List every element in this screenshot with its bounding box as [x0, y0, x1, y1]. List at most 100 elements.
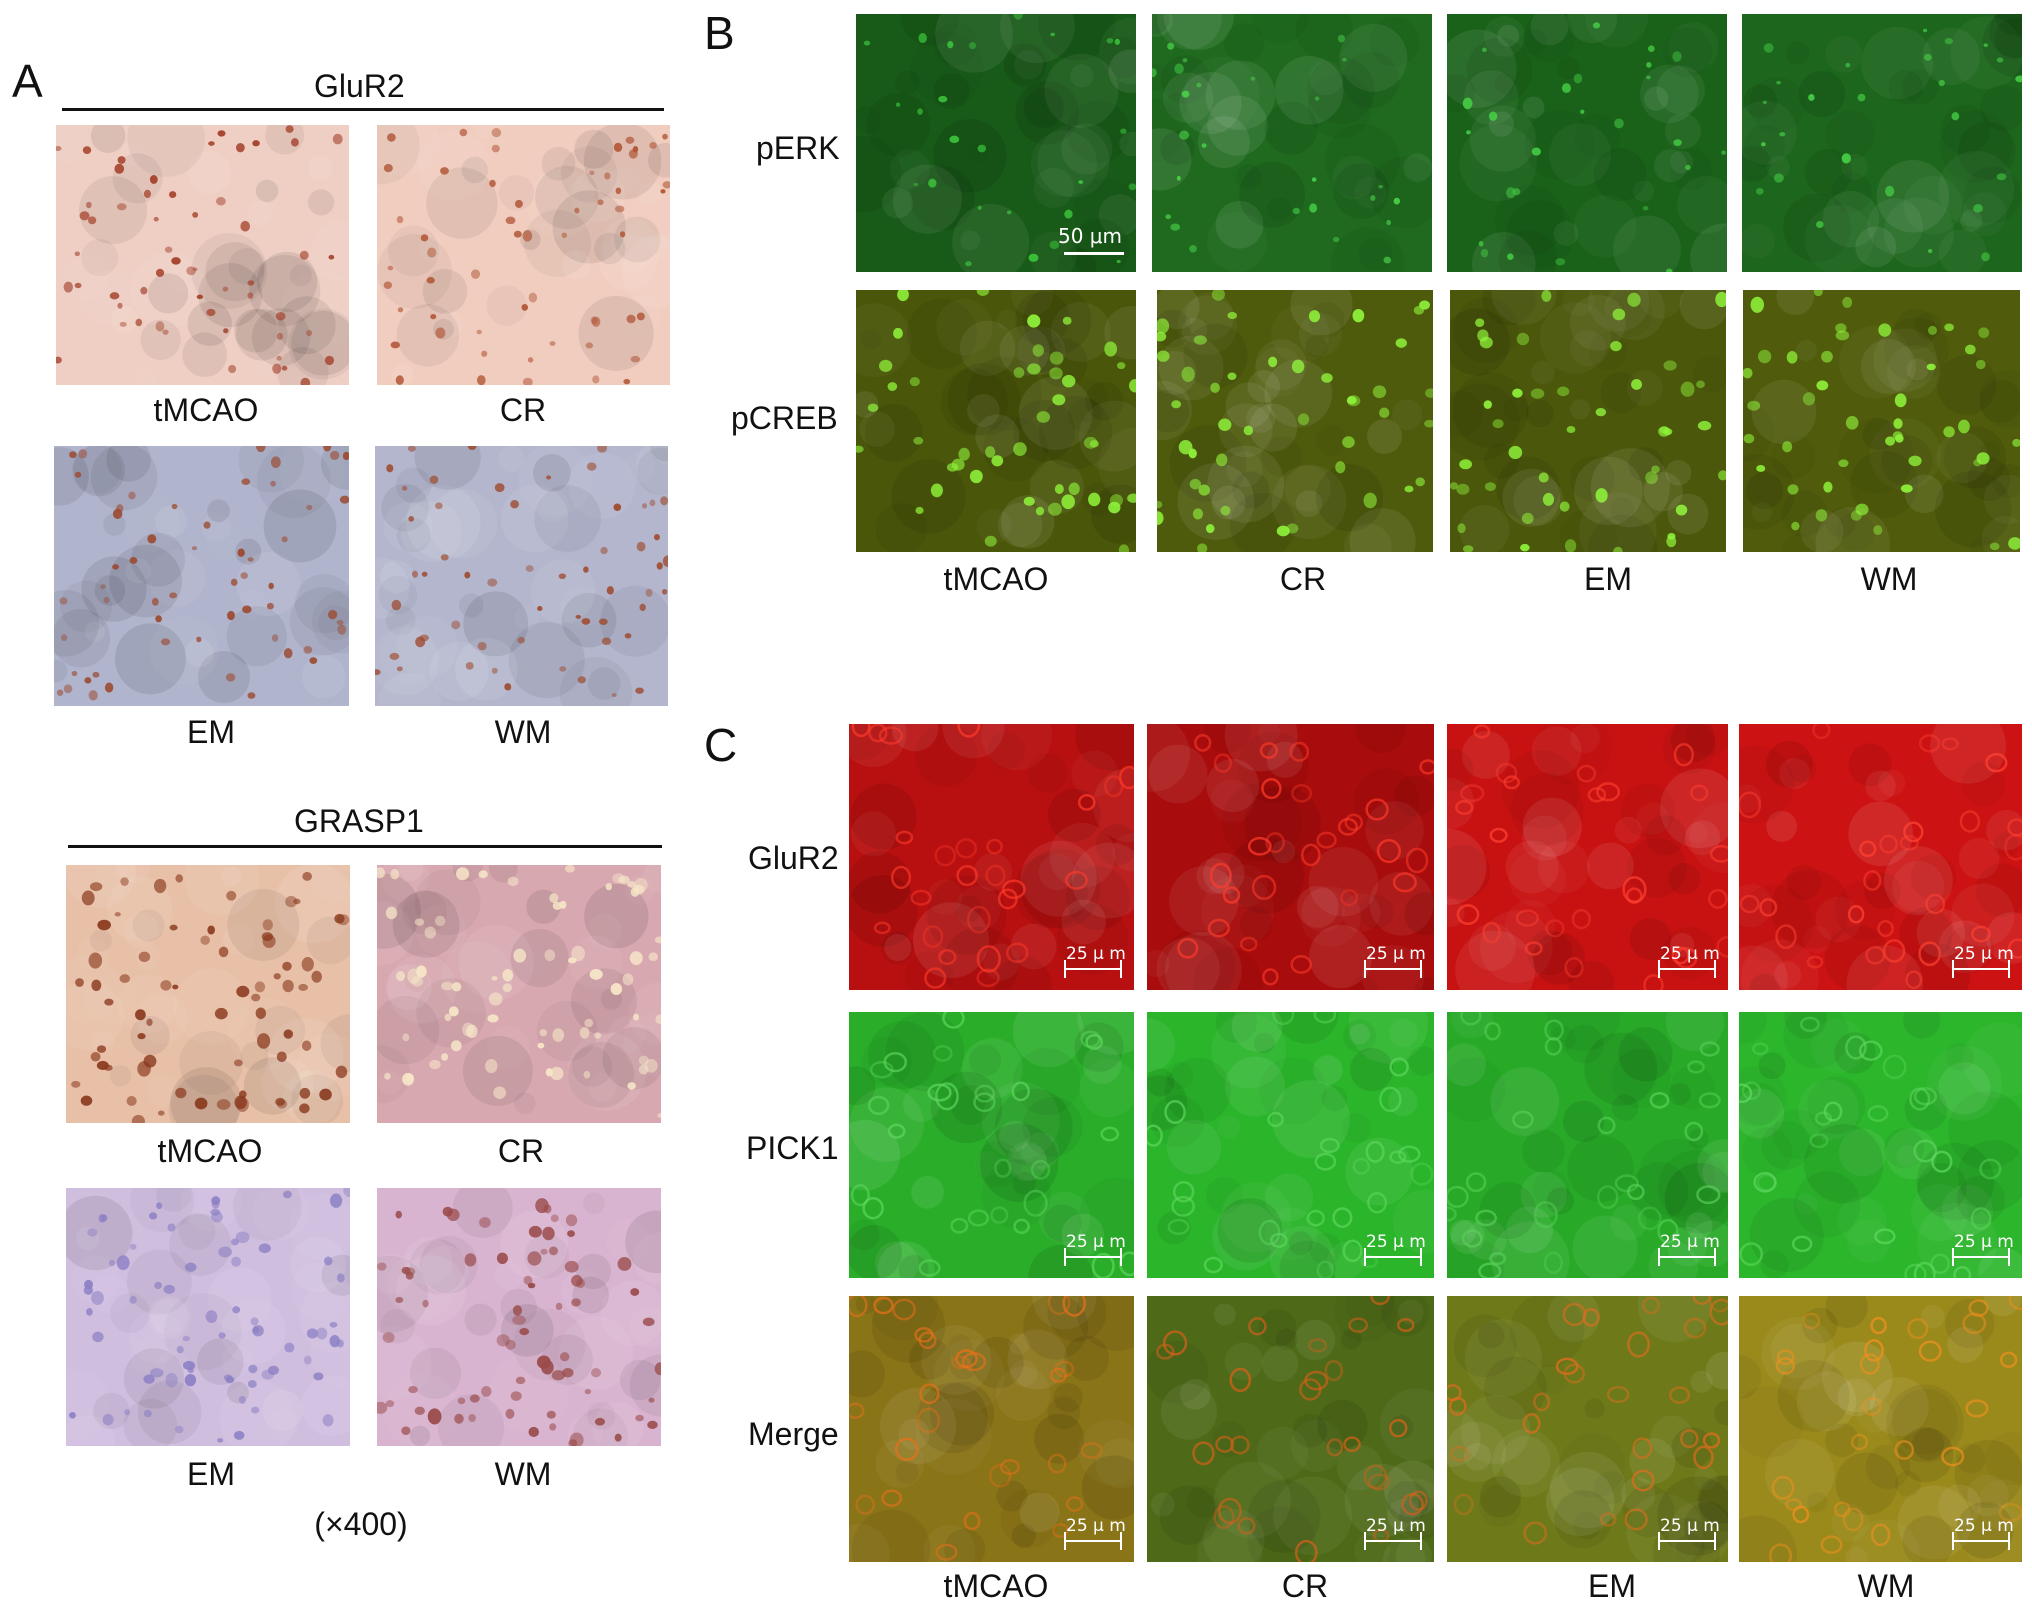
micrograph-texture [1742, 14, 2022, 272]
caption-c-tmcao: tMCAO [943, 1568, 1049, 1604]
ihc-glur2-wm [375, 446, 668, 706]
micrograph-texture [66, 865, 350, 1123]
micrograph-texture [1739, 1296, 2022, 1562]
scale-bar-line [1064, 1256, 1122, 1258]
scale-bar-tick [1364, 1248, 1366, 1266]
scale-bar-tick [1658, 1532, 1660, 1550]
if-pcreb-tmcao [856, 290, 1136, 552]
scale-bar-perk-label: 50 μm [1058, 224, 1123, 248]
scale-bar: 25 μ m [1950, 944, 2014, 980]
if-perk-em [1447, 14, 1727, 272]
micrograph-texture [54, 446, 349, 706]
scale-bar-label: 25 μ m [1954, 944, 2014, 964]
if-pcreb-em [1450, 290, 1726, 552]
caption-grasp1-tmcao: tMCAO [157, 1133, 263, 1169]
scale-bar: 25 μ m [1656, 1232, 1720, 1268]
scale-bar: 25 μ m [1062, 1232, 1126, 1268]
if-c-merge-cr: 25 μ m [1147, 1296, 1434, 1562]
ihc-glur2-cr [377, 125, 670, 385]
micrograph-texture [1739, 1012, 2022, 1278]
caption-grasp1-cr: CR [497, 1133, 545, 1169]
scale-bar-line [1658, 1256, 1716, 1258]
micrograph-texture [1157, 290, 1433, 552]
scale-bar-tick [1120, 1532, 1122, 1550]
scale-bar-perk-line [1064, 252, 1124, 255]
scale-bar-line [1952, 968, 2010, 970]
caption-b-wm: WM [1860, 561, 1918, 597]
scale-bar-line [1952, 1540, 2010, 1542]
scale-bar-tick [1064, 1532, 1066, 1550]
if-c-merge-tmcao: 25 μ m [849, 1296, 1134, 1562]
scale-bar-line [1064, 968, 1122, 970]
micrograph-texture [849, 1012, 1134, 1278]
if-c-pick1-em: 25 μ m [1447, 1012, 1728, 1278]
if-c-pick1-wm: 25 μ m [1739, 1012, 2022, 1278]
ihc-grasp1-tmcao [66, 865, 350, 1123]
scale-bar-tick [1420, 960, 1422, 978]
scale-bar: 25 μ m [1656, 1516, 1720, 1552]
scale-bar-tick [1420, 1532, 1422, 1550]
if-c-pick1-tmcao: 25 μ m [849, 1012, 1134, 1278]
if-c-glur2-wm: 25 μ m [1739, 724, 2022, 990]
caption-glur2-wm: WM [494, 714, 552, 750]
scale-bar-line [1364, 968, 1422, 970]
scale-bar-label: 25 μ m [1366, 1232, 1426, 1252]
micrograph-texture [856, 14, 1136, 272]
scale-bar-tick [1714, 1248, 1716, 1266]
scale-bar-tick [2008, 1532, 2010, 1550]
micrograph-texture [377, 865, 661, 1123]
scale-bar-tick [1952, 960, 1954, 978]
micrograph-texture [1447, 1296, 1728, 1562]
scale-bar-tick [1064, 960, 1066, 978]
caption-glur2-cr: CR [499, 392, 547, 428]
row-label-pick1: PICK1 [746, 1130, 839, 1166]
caption-b-tmcao: tMCAO [943, 561, 1049, 597]
ihc-grasp1-wm [377, 1188, 661, 1446]
grasp1-title-rule [68, 845, 662, 848]
micrograph-texture [1447, 14, 1727, 272]
scale-bar-label: 25 μ m [1366, 1516, 1426, 1536]
scale-bar-tick [1714, 960, 1716, 978]
scale-bar: 25 μ m [1656, 944, 1720, 980]
micrograph-texture [375, 446, 668, 706]
micrograph-texture [1152, 14, 1432, 272]
if-c-glur2-cr: 25 μ m [1147, 724, 1434, 990]
micrograph-texture [856, 290, 1136, 552]
caption-c-cr: CR [1281, 1568, 1329, 1604]
micrograph-texture [1147, 1012, 1434, 1278]
row-label-merge: Merge [748, 1416, 839, 1452]
scale-bar-tick [2008, 1248, 2010, 1266]
scale-bar: 25 μ m [1062, 1516, 1126, 1552]
scale-bar-label: 25 μ m [1660, 944, 1720, 964]
if-c-pick1-cr: 25 μ m [1147, 1012, 1434, 1278]
micrograph-texture [1447, 724, 1728, 990]
scale-bar-label: 25 μ m [1660, 1516, 1720, 1536]
scale-bar-label: 25 μ m [1660, 1232, 1720, 1252]
micrograph-texture [1147, 724, 1434, 990]
scale-bar-tick [1952, 1532, 1954, 1550]
scale-bar-tick [1420, 1248, 1422, 1266]
scale-bar-label: 25 μ m [1366, 944, 1426, 964]
micrograph-texture [56, 125, 349, 385]
scale-bar: 25 μ m [1062, 944, 1126, 980]
scale-bar-line [1364, 1256, 1422, 1258]
grasp1-title: GRASP1 [294, 803, 424, 839]
scale-bar-tick [1120, 1248, 1122, 1266]
panel-c-label: C [704, 719, 738, 771]
scale-bar: 25 μ m [1362, 1232, 1426, 1268]
micrograph-texture [849, 724, 1134, 990]
scale-bar-line [1658, 1540, 1716, 1542]
scale-bar-tick [2008, 960, 2010, 978]
ihc-grasp1-em [66, 1188, 350, 1446]
micrograph-texture [1739, 724, 2022, 990]
if-c-merge-em: 25 μ m [1447, 1296, 1728, 1562]
scale-bar-line [1658, 968, 1716, 970]
scale-bar-label: 25 μ m [1954, 1232, 2014, 1252]
ihc-glur2-em [54, 446, 349, 706]
row-label-glur2: GluR2 [748, 840, 839, 876]
scale-bar: 25 μ m [1950, 1232, 2014, 1268]
micrograph-texture [66, 1188, 350, 1446]
if-c-glur2-em: 25 μ m [1447, 724, 1728, 990]
micrograph-texture [1743, 290, 2020, 552]
